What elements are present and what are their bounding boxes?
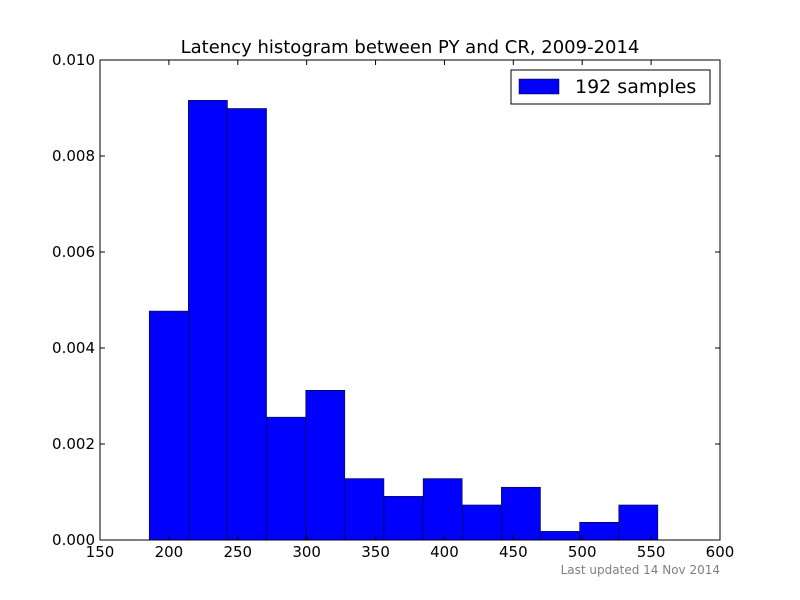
y-tick-label: 0.002 <box>52 435 95 453</box>
histogram-bar <box>344 478 385 541</box>
histogram-bar <box>618 504 659 541</box>
histogram-bar <box>227 108 267 541</box>
y-tick-label: 0.000 <box>52 531 95 549</box>
x-tick-label: 550 <box>637 543 666 561</box>
histogram-bar <box>148 310 189 541</box>
last-updated-note: Last updated 14 Nov 2014 <box>561 563 720 577</box>
y-tick-label: 0.004 <box>52 339 95 357</box>
bars-group <box>148 100 659 541</box>
x-tick-label: 600 <box>706 543 735 561</box>
ticks-group: 150 200 250 300 350 400 450 500 550 600 0.000 0.002… <box>52 51 734 561</box>
x-tick-label: 150 <box>86 543 115 561</box>
x-tick-label: 200 <box>155 543 184 561</box>
chart-title: Latency histogram between PY and CR, 200… <box>181 37 640 58</box>
histogram-bar <box>461 504 502 541</box>
x-tick-label: 250 <box>223 543 252 561</box>
plot-frame <box>99 59 721 541</box>
y-tick-label: 0.006 <box>52 243 95 261</box>
histogram-bar <box>266 416 306 541</box>
histogram-bar <box>579 521 619 541</box>
histogram-bar <box>305 389 346 541</box>
x-tick-label: 400 <box>430 543 459 561</box>
legend-swatch <box>518 78 560 95</box>
histogram-bar <box>501 486 541 541</box>
x-tick-label: 500 <box>568 543 597 561</box>
histogram-bar <box>188 100 228 541</box>
x-tick-label: 300 <box>292 543 321 561</box>
legend: 192 samples <box>510 69 711 105</box>
x-tick-label: 350 <box>361 543 390 561</box>
histogram-bar <box>383 496 424 541</box>
y-tick-label: 0.010 <box>52 51 95 69</box>
legend-label: 192 samples <box>575 76 696 98</box>
x-tick-label: 450 <box>499 543 528 561</box>
histogram-bar <box>540 531 580 541</box>
y-tick-label: 0.008 <box>52 147 95 165</box>
histogram-bar <box>422 478 463 541</box>
